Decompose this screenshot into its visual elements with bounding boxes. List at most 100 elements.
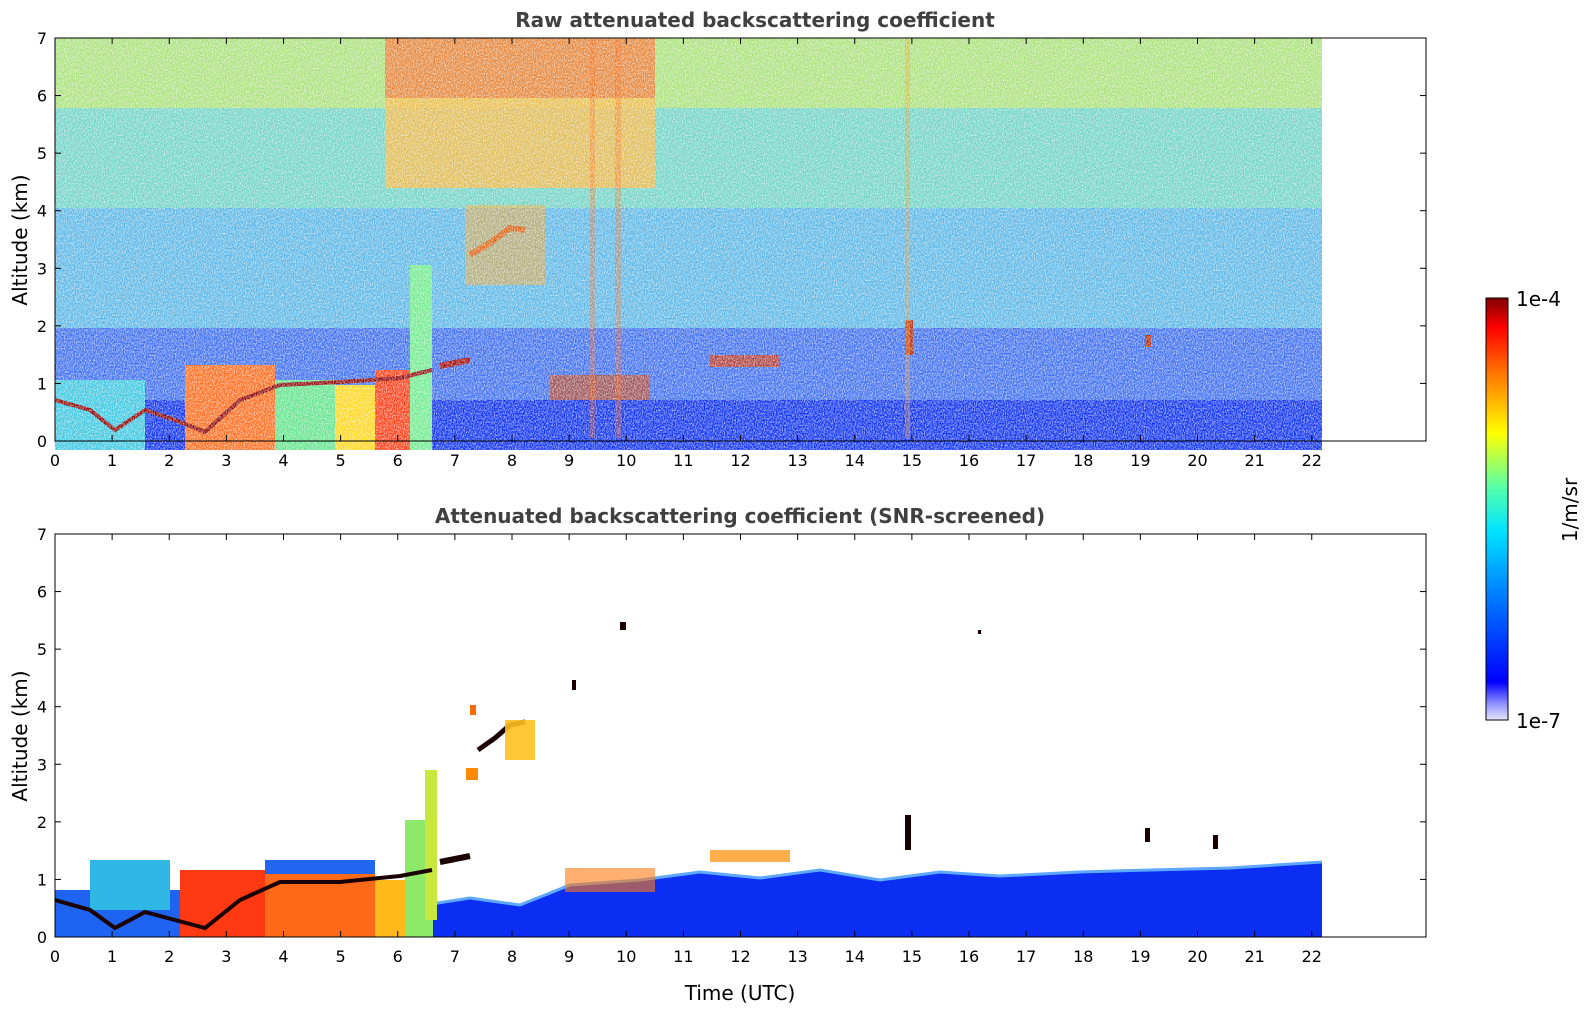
panel-2-ylabel: Altitude (km) xyxy=(8,670,32,801)
screened-bl-greencol xyxy=(425,770,437,920)
screened-bl-blue-top xyxy=(265,860,375,874)
panel-2-y-tick-label: 1 xyxy=(37,870,47,889)
panel-2-x-tick-label: 3 xyxy=(221,947,231,966)
panel-1-y-tick-label: 0 xyxy=(37,432,47,451)
panel-1-x-tick-label: 0 xyxy=(50,451,60,470)
screened-cloud-speck xyxy=(620,622,626,630)
screened-elevated-dot xyxy=(470,705,476,715)
panel-1-x-tick-label: 12 xyxy=(730,451,750,470)
raw-backscatter-panel: Raw attenuated backscattering coefficien… xyxy=(8,8,1427,470)
colorbar-gradient xyxy=(1485,297,1509,721)
panel-1-x-tick-label: 13 xyxy=(787,451,807,470)
panel-2-x-tick-label: 1 xyxy=(107,947,117,966)
screened-low-cloud-9-10 xyxy=(565,868,655,892)
panel-2-x-tick-label: 11 xyxy=(673,947,693,966)
panel-1-y-tick-label: 6 xyxy=(37,87,47,106)
screened-low-cloud-11-12 xyxy=(710,850,790,862)
screened-heatmap xyxy=(55,543,1348,955)
panel-2-x-tick-label: 5 xyxy=(336,947,346,966)
panel-2-y-tick-label: 7 xyxy=(37,525,47,544)
raw-no-data xyxy=(1322,38,1348,450)
panel-1-x-ticks: 0 1 2 3 4 5 6 7 8 9 10 11 12 13 14 15 16 17 18 19 20 21 22 xyxy=(50,38,1322,470)
panel-2-x-tick-label: 15 xyxy=(902,947,922,966)
panel-2-x-tick-label: 12 xyxy=(730,947,750,966)
panel-2-x-tick-label: 16 xyxy=(959,947,979,966)
screened-elevated-patch xyxy=(505,720,535,760)
screened-blue-band-top xyxy=(424,860,1323,907)
panel-2-x-tick-label: 14 xyxy=(845,947,865,966)
panel-2-x-tick-label: 13 xyxy=(787,947,807,966)
panel-2-y-tick-label: 0 xyxy=(37,928,47,947)
colorbar-max-label: 1e-4 xyxy=(1516,287,1561,311)
panel-1-x-tick-label: 17 xyxy=(1016,451,1036,470)
panel-2-title: Attenuated backscattering coefficient (S… xyxy=(435,504,1045,528)
panel-2-y-tick-label: 6 xyxy=(37,583,47,602)
screened-cloud-speck xyxy=(572,680,576,690)
panel-2-x-tick-label: 9 xyxy=(564,947,574,966)
screened-bl-top-line xyxy=(55,868,433,931)
panel-1-ylabel: Altitude (km) xyxy=(8,174,32,305)
panel-1-y-tick-label: 7 xyxy=(37,29,47,48)
screened-blue-band xyxy=(425,862,1322,937)
screened-cloud-20 xyxy=(1213,835,1218,849)
panel-1-y-tick-label: 5 xyxy=(37,144,47,163)
panel-2-x-tick-label: 19 xyxy=(1130,947,1150,966)
panel-2-y-tick-label: 4 xyxy=(37,698,47,717)
panel-1-x-tick-label: 4 xyxy=(278,451,288,470)
screened-bl-red xyxy=(180,870,265,937)
panel-1-x-tick-label: 9 xyxy=(564,451,574,470)
panel-2-x-tick-label: 2 xyxy=(164,947,174,966)
panel-1-x-tick-label: 14 xyxy=(845,451,865,470)
panel-1-y-tick-label: 2 xyxy=(37,317,47,336)
screened-elevated-dot xyxy=(466,768,478,780)
colorbar-min-label: 1e-7 xyxy=(1516,709,1561,733)
panel-2-y-tick-label: 5 xyxy=(37,640,47,659)
screened-bl-yellow xyxy=(375,880,405,937)
panel-2-x-tick-label: 17 xyxy=(1016,947,1036,966)
panel-1-y-tick-label: 1 xyxy=(37,374,47,393)
panel-1-x-tick-label: 16 xyxy=(959,451,979,470)
screened-cloud-1.4km xyxy=(439,853,471,865)
panel-1-x-tick-label: 19 xyxy=(1130,451,1150,470)
panel-1-x-tick-label: 21 xyxy=(1244,451,1264,470)
panel-1-x-tick-label: 1 xyxy=(107,451,117,470)
panel-2-x-tick-label: 21 xyxy=(1244,947,1264,966)
panel-2-x-tick-label: 6 xyxy=(393,947,403,966)
panel-2-y-ticks: 0 1 2 3 4 5 6 7 xyxy=(37,525,1426,947)
panel-1-x-tick-label: 8 xyxy=(507,451,517,470)
panel-1-x-tick-label: 15 xyxy=(902,451,922,470)
screened-cloud-19 xyxy=(1145,828,1150,842)
screened-cloud-speck xyxy=(978,630,981,634)
panel-2-x-tick-label: 10 xyxy=(616,947,636,966)
panel-1-x-tick-label: 7 xyxy=(450,451,460,470)
panel-2-xlabel: Time (UTC) xyxy=(684,981,796,1005)
panel-2-x-ticks: 0 1 2 3 4 5 6 7 8 9 10 11 12 13 14 15 16 17 18 19 20 21 22 xyxy=(50,534,1322,966)
panel-1-x-tick-label: 6 xyxy=(393,451,403,470)
panel-2-y-tick-label: 3 xyxy=(37,755,47,774)
panel-2-x-tick-label: 22 xyxy=(1302,947,1322,966)
panel-2-x-tick-label: 18 xyxy=(1073,947,1093,966)
screened-cloud-15 xyxy=(905,815,911,850)
panel-1-y-tick-label: 4 xyxy=(37,202,47,221)
panel-1-x-tick-label: 11 xyxy=(673,451,693,470)
panel-1-x-tick-label: 2 xyxy=(164,451,174,470)
panel-2-x-tick-label: 8 xyxy=(507,947,517,966)
panel-1-x-tick-label: 20 xyxy=(1187,451,1207,470)
screened-bl-cyan xyxy=(90,860,170,910)
panel-2-x-tick-label: 0 xyxy=(50,947,60,966)
raw-noise-texture xyxy=(55,38,1348,450)
screened-no-data xyxy=(1322,543,1348,955)
panel-1-x-tick-label: 18 xyxy=(1073,451,1093,470)
panel-1-y-tick-label: 3 xyxy=(37,259,47,278)
panel-2-y-tick-label: 2 xyxy=(37,813,47,832)
panel-1-x-tick-label: 3 xyxy=(221,451,231,470)
panel-1-x-tick-label: 22 xyxy=(1302,451,1322,470)
panel-2-x-tick-label: 4 xyxy=(278,947,288,966)
panel-1-y-ticks: 0 1 2 3 4 5 6 7 xyxy=(37,29,1426,451)
panel-1-title: Raw attenuated backscattering coefficien… xyxy=(515,8,995,32)
panel-2-x-tick-label: 20 xyxy=(1187,947,1207,966)
colorbar-unit-label: 1/m/sr xyxy=(1558,477,1582,542)
colorbar: 1e-4 1e-7 1/m/sr xyxy=(1485,287,1582,733)
panel-2-x-tick-label: 7 xyxy=(450,947,460,966)
